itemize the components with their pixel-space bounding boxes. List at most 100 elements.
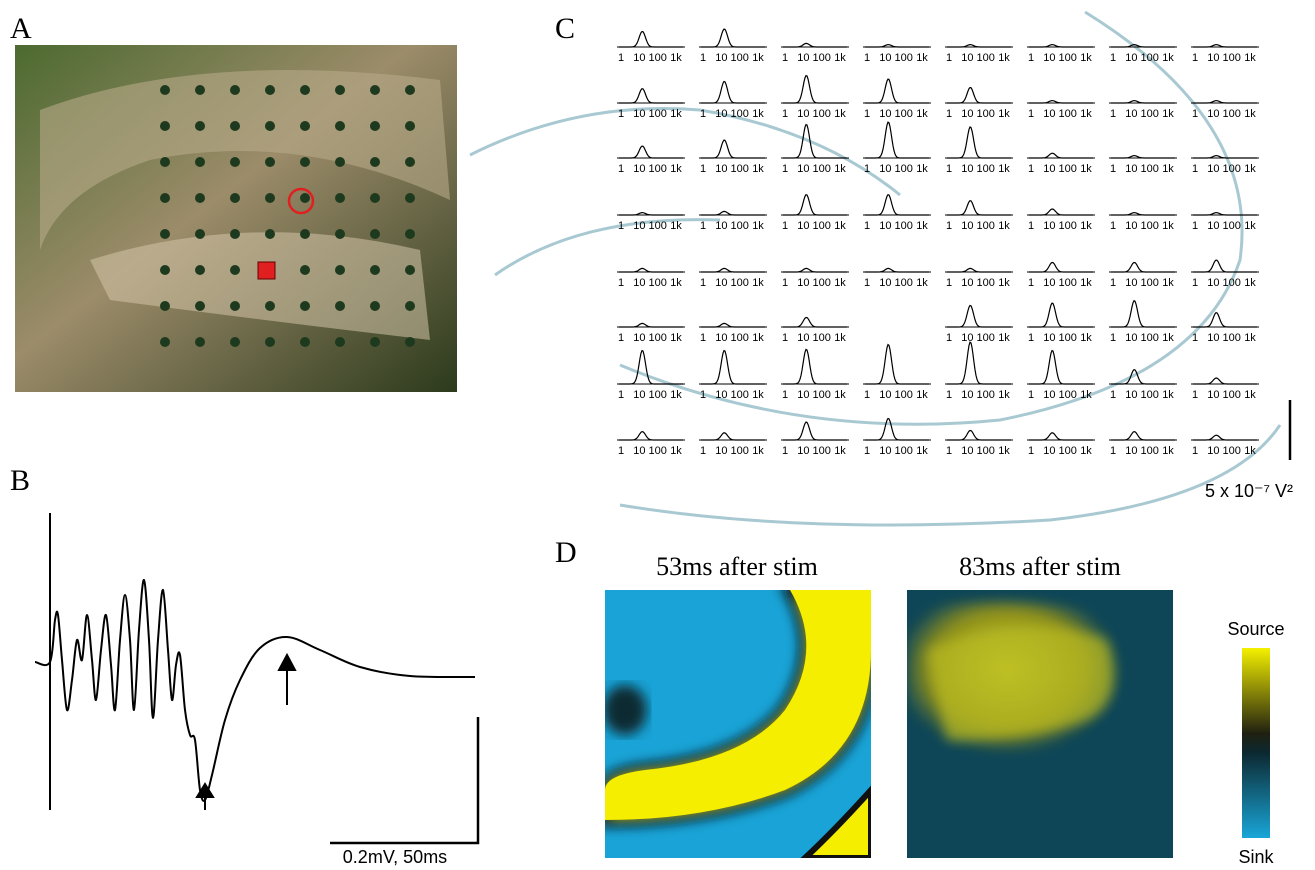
x-tick-label: 1 [1110,277,1116,289]
x-tick-label: 1 [1110,163,1116,175]
x-tick-label: 1 [864,277,870,289]
x-tick-label: 1k [670,108,682,120]
csd-map [605,590,871,858]
x-tick-label: 10 [879,220,891,232]
x-tick-label: 100 [648,389,666,401]
x-tick-label: 1 [618,445,624,457]
x-tick-label: 10 [715,445,727,457]
x-tick-label: 10 [715,389,727,401]
x-tick-label: 10 [879,277,891,289]
x-tick-label: 10 [715,220,727,232]
map-title: 83ms after stim [959,552,1121,581]
x-tick-label: 1k [752,445,764,457]
x-tick-label: 100 [812,52,830,64]
electrode [405,265,415,275]
x-tick-label: 1 [946,389,952,401]
x-tick-label: 100 [648,445,666,457]
x-tick-label: 1 [618,332,624,344]
electrode [195,85,205,95]
power-spectrum [1111,261,1175,273]
power-spectrum [1029,432,1093,441]
electrode [370,193,380,203]
electrode-grid [160,85,415,347]
x-tick-label: 100 [894,389,912,401]
x-tick-label: 10 [797,163,809,175]
power-spectrum [865,267,929,273]
x-tick-label: 1k [834,108,846,120]
x-tick-label: 1 [1110,108,1116,120]
electrode [265,193,275,203]
x-tick-label: 100 [730,445,748,457]
x-tick-label: 1k [1162,220,1174,232]
x-tick-label: 1k [1244,332,1256,344]
x-tick-label: 1k [998,277,1010,289]
electrode [335,265,345,275]
x-tick-label: 10 [1125,277,1137,289]
x-tick-label: 1 [1028,389,1034,401]
x-tick-label: 100 [648,52,666,64]
x-tick-label: 100 [648,108,666,120]
x-tick-label: 1 [1028,108,1034,120]
x-tick-label: 1 [618,277,624,289]
x-tick-label: 100 [1058,389,1076,401]
x-tick-label: 1k [670,220,682,232]
x-tick-label: 1k [998,163,1010,175]
x-tick-label: 1k [1244,445,1256,457]
x-tick-label: 100 [1140,163,1158,175]
power-spectrum [947,304,1011,328]
map-title: 53ms after stim [656,552,818,581]
x-tick-label: 1k [1244,52,1256,64]
x-tick-label: 10 [1207,220,1219,232]
power-spectrum [783,421,847,441]
power-spectrum [1029,208,1093,216]
electrode [160,229,170,239]
x-tick-label: 1 [782,163,788,175]
x-tick-label: 1k [998,220,1010,232]
x-tick-label: 1 [700,389,706,401]
x-tick-label: 100 [1140,445,1158,457]
x-tick-label: 1 [946,445,952,457]
x-tick-label: 1 [1192,445,1198,457]
x-tick-label: 10 [633,445,645,457]
x-tick-label: 1k [1080,332,1092,344]
x-tick-label: 1k [1162,108,1174,120]
x-tick-label: 1 [782,108,788,120]
electrode [300,265,310,275]
power-spectrum [701,349,765,385]
x-tick-label: 10 [1207,389,1219,401]
electrode [230,229,240,239]
x-tick-label: 100 [894,52,912,64]
electrode [230,157,240,167]
power-spectrum [1193,154,1257,159]
x-tick-label: 10 [1207,52,1219,64]
x-tick-label: 100 [1140,220,1158,232]
x-tick-label: 10 [1207,332,1219,344]
x-tick-label: 1 [618,108,624,120]
electrode [370,157,380,167]
x-tick-label: 1k [916,389,928,401]
slice-region [90,232,430,340]
x-tick-label: 10 [1207,445,1219,457]
x-tick-label: 10 [879,108,891,120]
x-tick-label: 1 [946,163,952,175]
x-tick-label: 100 [1222,389,1240,401]
x-tick-label: 100 [1058,277,1076,289]
x-tick-label: 1 [700,277,706,289]
x-tick-label: 10 [1043,332,1055,344]
x-tick-label: 10 [879,52,891,64]
electrode [300,301,310,311]
electrode [160,337,170,347]
x-tick-label: 100 [1058,332,1076,344]
x-tick-label: 1k [1080,163,1092,175]
x-tick-label: 1 [782,389,788,401]
x-tick-label: 10 [1207,163,1219,175]
x-tick-label: 10 [715,163,727,175]
power-spectrum [783,123,847,159]
x-tick-label: 100 [648,277,666,289]
power-spectrum [783,316,847,328]
electrode [370,265,380,275]
arrows [195,652,297,810]
x-tick-label: 10 [1207,108,1219,120]
x-tick-label: 10 [1043,389,1055,401]
electrode [160,85,170,95]
